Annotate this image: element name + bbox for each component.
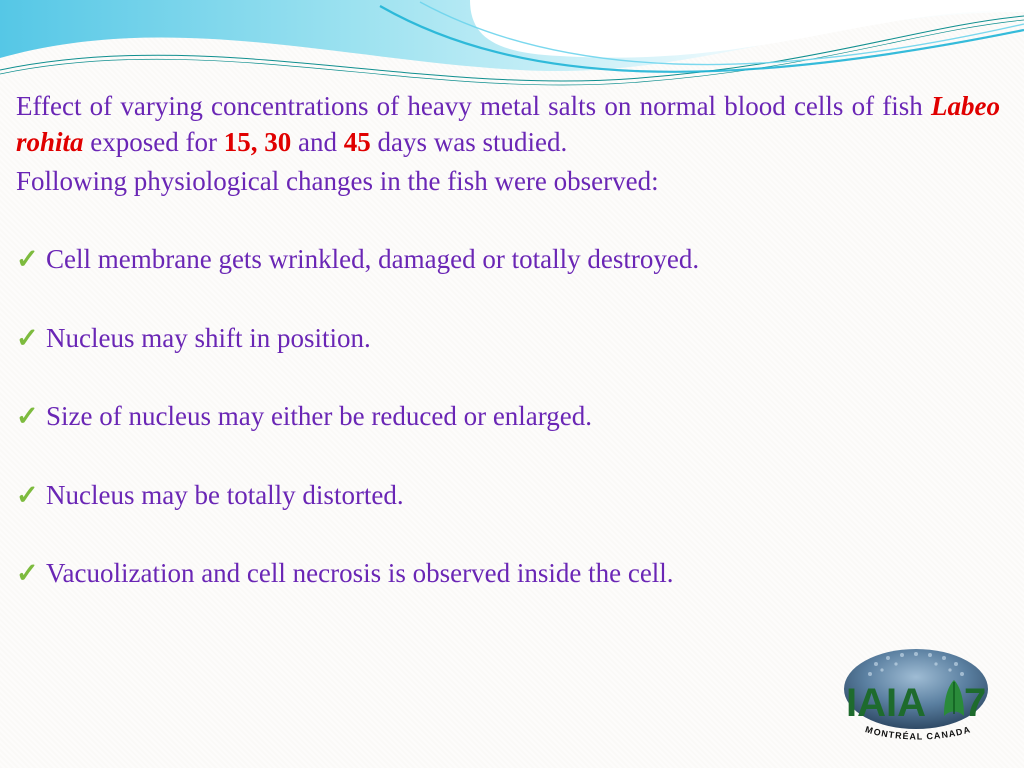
list-item: ✓ Vacuolization and cell necrosis is obs… (16, 555, 1000, 591)
check-icon: ✓ (16, 241, 39, 277)
intro-paragraph-1: Effect of varying concentrations of heav… (16, 88, 1000, 161)
list-item-text: Cell membrane gets wrinkled, damaged or … (46, 244, 699, 274)
list-item-text: Nucleus may shift in position. (46, 323, 371, 353)
slide-body: Effect of varying concentrations of heav… (16, 88, 1000, 634)
check-icon: ✓ (16, 320, 39, 356)
list-item: ✓ Size of nucleus may either be reduced … (16, 398, 1000, 434)
intro-text-a: Effect of varying concentrations of heav… (16, 91, 931, 121)
logo-text-year: 7 (964, 681, 986, 725)
list-item: ✓ Cell membrane gets wrinkled, damaged o… (16, 241, 1000, 277)
intro-text-c: and (291, 127, 343, 157)
conference-logo: IAIA 7 MONTRÉAL CANADA (826, 644, 1006, 754)
check-icon: ✓ (16, 477, 39, 513)
changes-list: ✓ Cell membrane gets wrinkled, damaged o… (16, 241, 1000, 591)
days-2: 45 (344, 127, 371, 157)
check-icon: ✓ (16, 398, 39, 434)
list-item-text: Nucleus may be totally distorted. (46, 480, 404, 510)
logo-text-main: IAIA (846, 681, 926, 725)
list-item-text: Vacuolization and cell necrosis is obser… (46, 558, 674, 588)
list-item: ✓ Nucleus may be totally distorted. (16, 477, 1000, 513)
intro-text-d: days was studied. (371, 127, 567, 157)
list-item-text: Size of nucleus may either be reduced or… (46, 401, 592, 431)
intro-paragraph-2: Following physiological changes in the f… (16, 163, 1000, 199)
intro-text-b: exposed for (84, 127, 224, 157)
days-1: 15, 30 (224, 127, 292, 157)
check-icon: ✓ (16, 555, 39, 591)
list-item: ✓ Nucleus may shift in position. (16, 320, 1000, 356)
